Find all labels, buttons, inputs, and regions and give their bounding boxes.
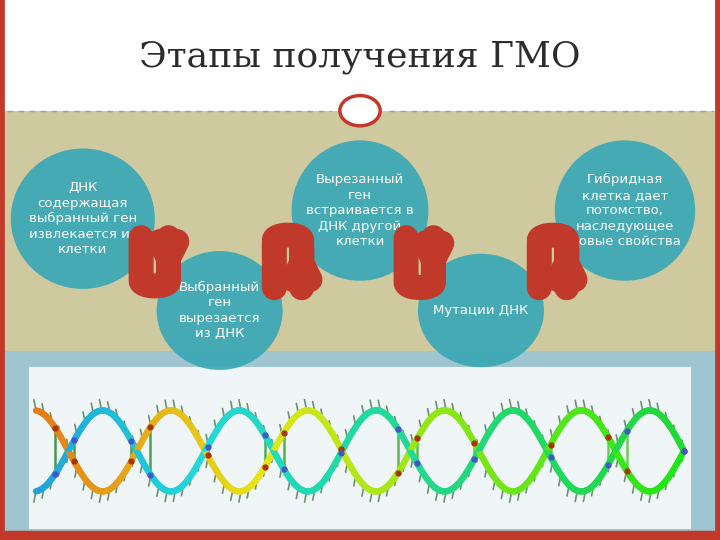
- Circle shape: [340, 96, 380, 126]
- Text: Вырезанный
ген
встраивается в
ДНК другой
клетки: Вырезанный ген встраивается в ДНК другой…: [306, 173, 414, 248]
- Ellipse shape: [157, 251, 282, 370]
- Text: Мутации ДНК: Мутации ДНК: [433, 304, 528, 317]
- Ellipse shape: [554, 140, 696, 281]
- Ellipse shape: [418, 254, 544, 367]
- Text: Этапы получения ГМО: Этапы получения ГМО: [139, 40, 581, 73]
- Bar: [29, 367, 691, 529]
- Ellipse shape: [292, 140, 428, 281]
- Bar: [0, 111, 720, 351]
- Text: Выбранный
ген
вырезается
из ДНК: Выбранный ген вырезается из ДНК: [179, 281, 261, 340]
- Text: ДНК
содержащая
выбранный ген
извлекается из
клетки: ДНК содержащая выбранный ген извлекается…: [29, 181, 137, 256]
- Text: Гибридная
клетка дает
потомство,
наследующее
новые свойства: Гибридная клетка дает потомство, наследу…: [570, 173, 680, 248]
- Ellipse shape: [11, 148, 155, 289]
- Bar: [0, 351, 720, 540]
